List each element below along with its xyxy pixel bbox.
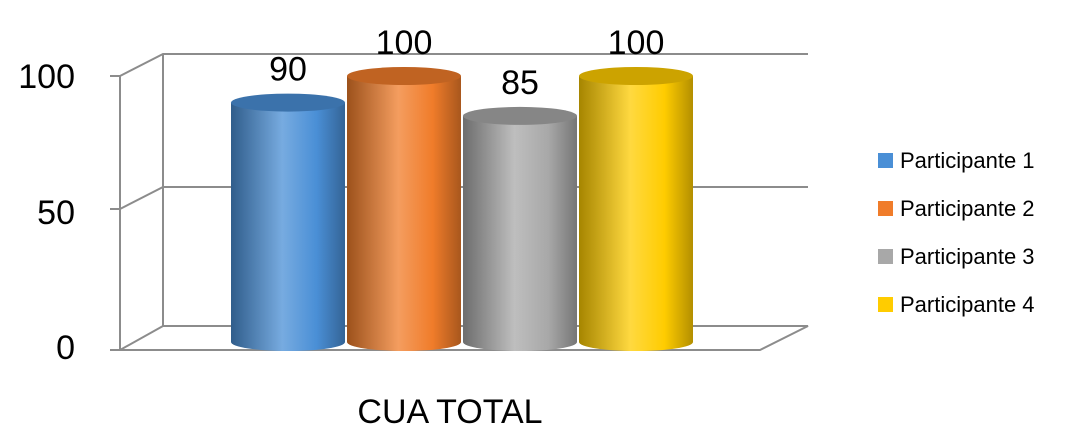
legend: Participante 1 Participante 2 Participan… bbox=[878, 148, 1035, 317]
cylinder-top bbox=[579, 67, 693, 85]
gridline bbox=[119, 53, 808, 77]
bar-1 bbox=[231, 93, 345, 351]
cylinder-top bbox=[231, 93, 345, 112]
cylinder-top bbox=[347, 67, 461, 85]
data-labels: 90 100 85 100 bbox=[269, 24, 664, 102]
y-tick-label: 0 bbox=[56, 329, 75, 367]
data-label: 90 bbox=[269, 51, 307, 89]
data-label: 100 bbox=[376, 24, 433, 62]
bar-2 bbox=[347, 67, 461, 351]
data-label: 85 bbox=[501, 64, 539, 102]
chart-floor bbox=[116, 325, 809, 351]
y-tick-label: 100 bbox=[18, 58, 75, 96]
cylinder-body bbox=[347, 76, 461, 351]
cylinder-top bbox=[463, 106, 577, 125]
cylinder-body bbox=[463, 115, 577, 352]
legend-label: Participante 3 bbox=[900, 244, 1035, 269]
cylinder-body bbox=[231, 102, 345, 351]
y-axis-tick-labels: 100 50 0 bbox=[18, 58, 75, 367]
legend-swatch bbox=[878, 201, 893, 216]
cylinder-body bbox=[579, 76, 693, 351]
bar-4 bbox=[579, 67, 693, 351]
bars bbox=[231, 67, 693, 352]
category-label: CUA TOTAL bbox=[357, 393, 542, 431]
data-label: 100 bbox=[608, 24, 665, 62]
legend-label: Participante 2 bbox=[900, 196, 1035, 221]
y-tick-label: 50 bbox=[37, 194, 75, 232]
legend-swatch bbox=[878, 249, 893, 264]
bar-3 bbox=[463, 106, 577, 352]
legend-label: Participante 4 bbox=[900, 292, 1035, 317]
legend-swatch bbox=[878, 297, 893, 312]
legend-swatch bbox=[878, 153, 893, 168]
legend-label: Participante 1 bbox=[900, 148, 1035, 173]
